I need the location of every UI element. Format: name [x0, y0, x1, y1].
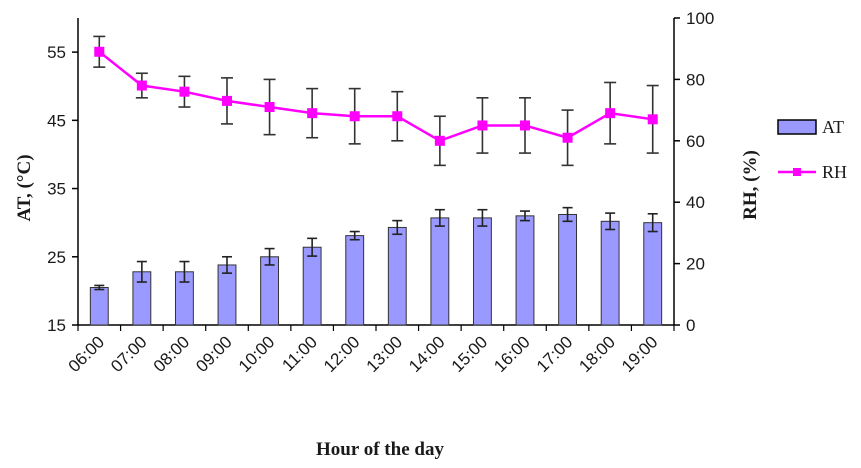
- x-tick-label: 15:00: [448, 332, 492, 376]
- bar-at: [260, 256, 280, 326]
- bar-at: [558, 213, 578, 326]
- x-tick-label: 14:00: [405, 332, 449, 376]
- y-axis-left-title: AT, (°C): [14, 154, 35, 221]
- x-tick-label: 13:00: [363, 332, 407, 376]
- bar-at: [515, 215, 535, 326]
- point-rh: [136, 80, 147, 91]
- y-tick-label-right: 80: [686, 70, 705, 89]
- x-tick-label: 10:00: [235, 332, 279, 376]
- point-rh: [562, 132, 573, 143]
- y-axis-right-title: RH, (%): [740, 150, 761, 220]
- x-tick-label: 11:00: [278, 332, 321, 375]
- point-rh: [434, 135, 445, 146]
- x-tick-label: 09:00: [192, 332, 236, 376]
- legend: AT RH: [777, 117, 847, 182]
- x-tick-label: 06:00: [65, 332, 109, 376]
- bar-at: [643, 222, 663, 326]
- legend-label-rh: RH: [822, 162, 847, 182]
- line-rh: [98, 50, 653, 143]
- y-tick-label-right: 40: [686, 193, 705, 212]
- x-tick-label: 16:00: [490, 332, 534, 376]
- x-axis-title: Hour of the day: [316, 439, 444, 460]
- x-tick-label: 18:00: [575, 332, 619, 376]
- point-rh: [477, 120, 488, 131]
- y-tick-label-left: 15: [47, 316, 66, 335]
- point-rh: [222, 95, 232, 106]
- point-rh: [307, 108, 318, 119]
- x-tick-label: 19:00: [618, 332, 662, 376]
- bar-at: [600, 220, 620, 326]
- y-tick-label-right: 0: [686, 316, 695, 335]
- x-tick-label: 07:00: [107, 332, 151, 376]
- y-tick-label-left: 35: [47, 180, 66, 199]
- bar-at: [217, 264, 237, 326]
- y-tick-label-right: 100: [686, 9, 714, 28]
- y-tick-label-left: 25: [47, 248, 66, 267]
- plot-area: 15 25 35 45 55 0 20 40 60 80 100 06:00 07:00 08:00 09:…: [47, 9, 714, 376]
- legend-marker-rh: [793, 168, 801, 176]
- bar-at: [302, 246, 322, 326]
- bar-at: [89, 286, 109, 326]
- y-tick-label-right: 20: [686, 255, 705, 274]
- y-tick-label-right: 60: [686, 132, 705, 151]
- point-rh: [605, 108, 616, 119]
- point-rh: [94, 46, 105, 57]
- bar-at: [430, 217, 450, 326]
- point-rh: [179, 86, 190, 97]
- point-rh: [392, 111, 403, 122]
- bar-at: [472, 217, 492, 326]
- y-tick-label-left: 55: [47, 43, 66, 62]
- x-tick-label: 12:00: [320, 332, 364, 376]
- legend-label-at: AT: [822, 117, 844, 137]
- y-tick-label-left: 45: [47, 111, 66, 130]
- legend-swatch-at: [777, 119, 817, 135]
- x-tick-label: 17:00: [533, 332, 577, 376]
- bar-at: [345, 235, 365, 326]
- x-tick-label: 08:00: [150, 332, 194, 376]
- bar-at: [387, 226, 407, 326]
- point-rh: [349, 111, 360, 122]
- point-rh: [647, 114, 658, 125]
- point-rh: [264, 102, 275, 113]
- point-rh: [520, 120, 530, 131]
